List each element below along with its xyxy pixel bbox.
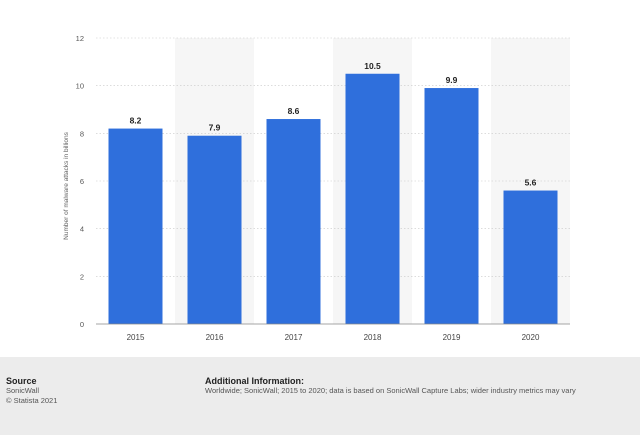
y-tick-label-4: 4 [80,225,84,234]
value-label-2019: 9.9 [446,75,458,85]
footer: Source SonicWall © Statista 2021 Additio… [0,357,640,435]
value-label-2018: 10.5 [364,61,381,71]
value-label-2020: 5.6 [525,178,537,188]
source-copyright: © Statista 2021 [6,396,58,405]
value-label-2015: 8.2 [130,116,142,126]
bar-2020 [503,190,558,324]
x-tick-label-2015: 2015 [127,333,145,342]
bar-2017 [266,119,321,325]
y-tick-label-6: 6 [80,177,84,186]
additional-info-text: Worldwide; SonicWall; 2015 to 2020; data… [205,386,576,395]
bar-2016 [187,135,242,324]
x-tick-label-2020: 2020 [522,333,540,342]
x-tick-label-2017: 2017 [285,333,303,342]
y-axis-ticks: 0 2 4 6 8 10 12 [76,34,84,329]
y-axis-label: Number of malware attacks in billions [63,131,70,239]
bars [108,73,558,325]
y-tick-label-8: 8 [80,129,84,138]
y-tick-label-12: 12 [76,34,84,43]
x-tick-label-2018: 2018 [364,333,382,342]
value-labels: 8.2 7.9 8.6 10.5 9.9 5.6 [130,61,537,188]
value-label-2016: 7.9 [209,123,221,133]
bar-2019 [424,88,479,324]
x-tick-label-2016: 2016 [206,333,224,342]
additional-info-title: Additional Information: [205,376,304,386]
x-axis-ticks: 2015 2016 2017 2018 2019 2020 [127,333,540,342]
source-block: Source SonicWall © Statista 2021 [6,376,57,406]
source-name: SonicWall [6,386,40,395]
additional-info-block: Additional Information: Worldwide; Sonic… [205,376,576,396]
y-tick-label-10: 10 [76,82,84,91]
source-title: Source [6,376,37,386]
y-tick-label-0: 0 [80,320,84,329]
x-tick-label-2019: 2019 [443,333,461,342]
y-tick-label-2: 2 [80,272,84,281]
value-label-2017: 8.6 [288,106,300,116]
bar-2018 [345,73,400,324]
bar-2015 [108,128,163,324]
